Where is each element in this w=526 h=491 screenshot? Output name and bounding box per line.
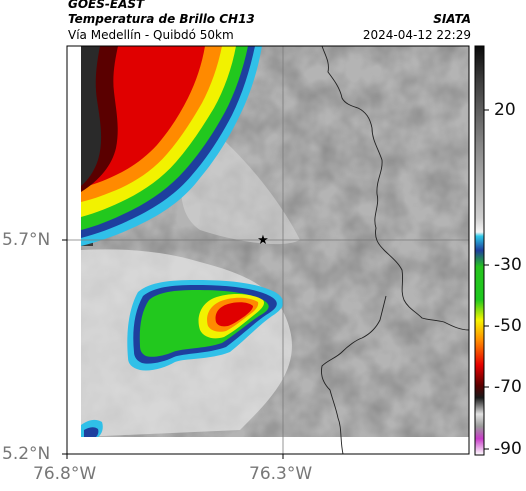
lat-label-5-7: 5.7°N xyxy=(2,230,51,250)
map-frame xyxy=(66,45,470,455)
agency-label: SIATA xyxy=(433,12,471,26)
route-subtitle: Vía Medellín - Quibdó 50km xyxy=(68,28,234,42)
storm-cell-central-red xyxy=(215,302,253,327)
department-border-south xyxy=(321,295,387,454)
satellite-title: GOES-EAST xyxy=(68,0,145,11)
lon-label-76-3: 76.3°W xyxy=(249,464,313,484)
cb-label-20: 20 xyxy=(494,100,516,120)
lon-label-76-8: 76.8°W xyxy=(33,464,97,484)
cb-label-m50: -50 xyxy=(494,316,522,336)
cyan-fleck-2 xyxy=(84,427,99,437)
datetime-label: 2024-04-12 22:29 xyxy=(362,28,471,42)
colorbar xyxy=(474,45,489,456)
storm-cell-north-core xyxy=(81,46,102,186)
lat-label-5-2: 5.2°N xyxy=(2,444,51,464)
cb-label-m70: -70 xyxy=(494,377,522,397)
product-title: Temperatura de Brillo CH13 xyxy=(68,12,255,26)
department-border xyxy=(321,46,469,331)
star-marker-icon: ★ xyxy=(257,233,269,248)
cb-label-m90: -90 xyxy=(494,439,522,459)
colorbar-gradient xyxy=(474,45,485,456)
cb-label-m30: -30 xyxy=(494,255,522,275)
